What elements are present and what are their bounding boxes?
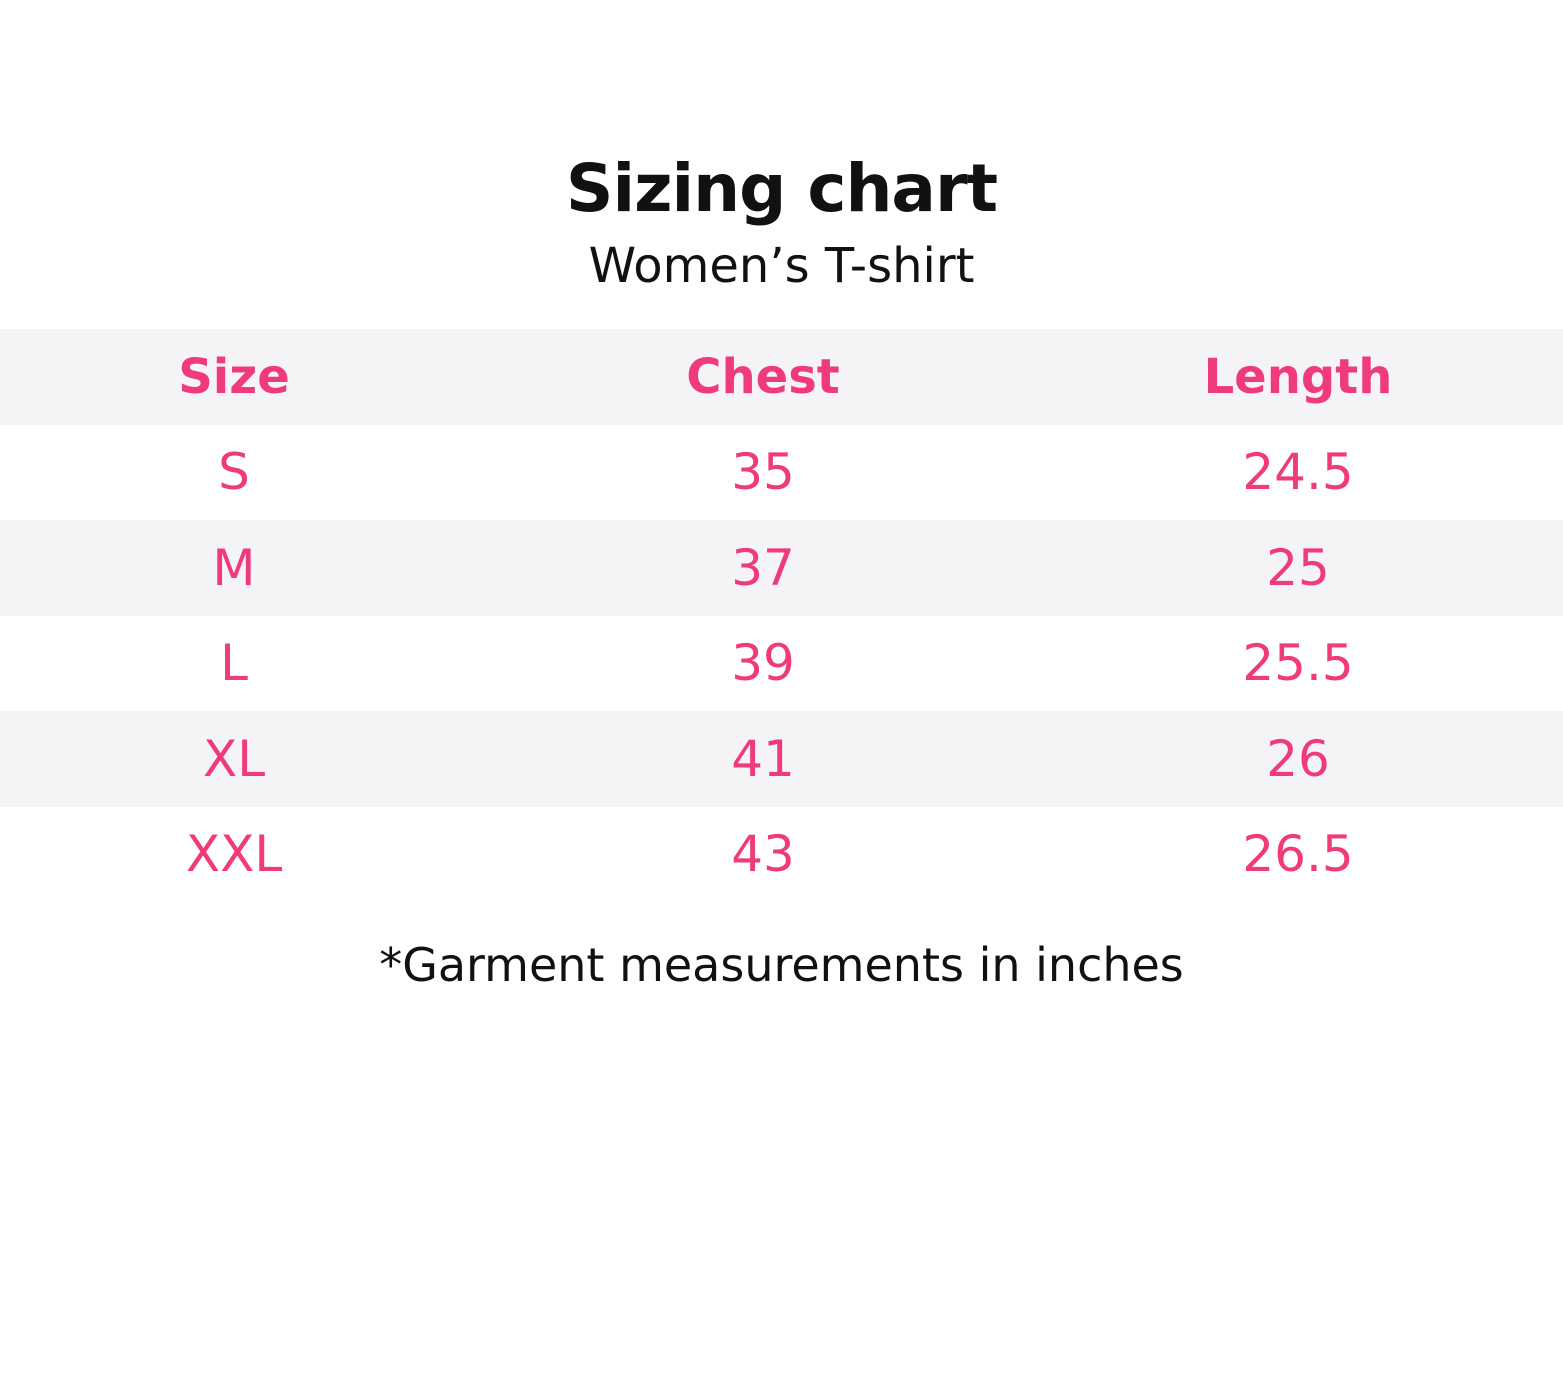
cell-length: 25 — [1266, 538, 1330, 597]
cell-chest: 35 — [731, 443, 795, 502]
cell-length: 24.5 — [1242, 443, 1354, 502]
footnote: *Garment measurements in inches — [379, 938, 1184, 992]
page-title: Sizing chart — [565, 150, 998, 227]
cell-chest: 41 — [731, 729, 795, 788]
cell-chest: 43 — [731, 825, 795, 884]
page-subtitle: Women’s T-shirt — [588, 238, 975, 294]
table-row: M 37 25 — [0, 520, 1563, 616]
cell-size: S — [218, 443, 250, 502]
cell-size: L — [220, 634, 248, 693]
cell-size: XL — [202, 729, 266, 788]
header-size: Size — [178, 348, 290, 405]
header-length: Length — [1203, 348, 1393, 405]
table-row: XL 41 26 — [0, 711, 1563, 807]
cell-chest: 37 — [731, 538, 795, 597]
sizing-table: Size Chest Length S 35 24.5 M 37 25 L 39… — [0, 329, 1563, 902]
cell-length: 26.5 — [1242, 825, 1354, 884]
table-row: S 35 24.5 — [0, 425, 1563, 521]
table-row: XXL 43 26.5 — [0, 807, 1563, 903]
cell-length: 26 — [1266, 729, 1330, 788]
cell-chest: 39 — [731, 634, 795, 693]
cell-size: M — [212, 538, 256, 597]
table-header: Size Chest Length — [0, 329, 1563, 425]
cell-length: 25.5 — [1242, 634, 1354, 693]
table-row: L 39 25.5 — [0, 616, 1563, 712]
cell-size: XXL — [185, 825, 283, 884]
header-chest: Chest — [686, 348, 840, 405]
